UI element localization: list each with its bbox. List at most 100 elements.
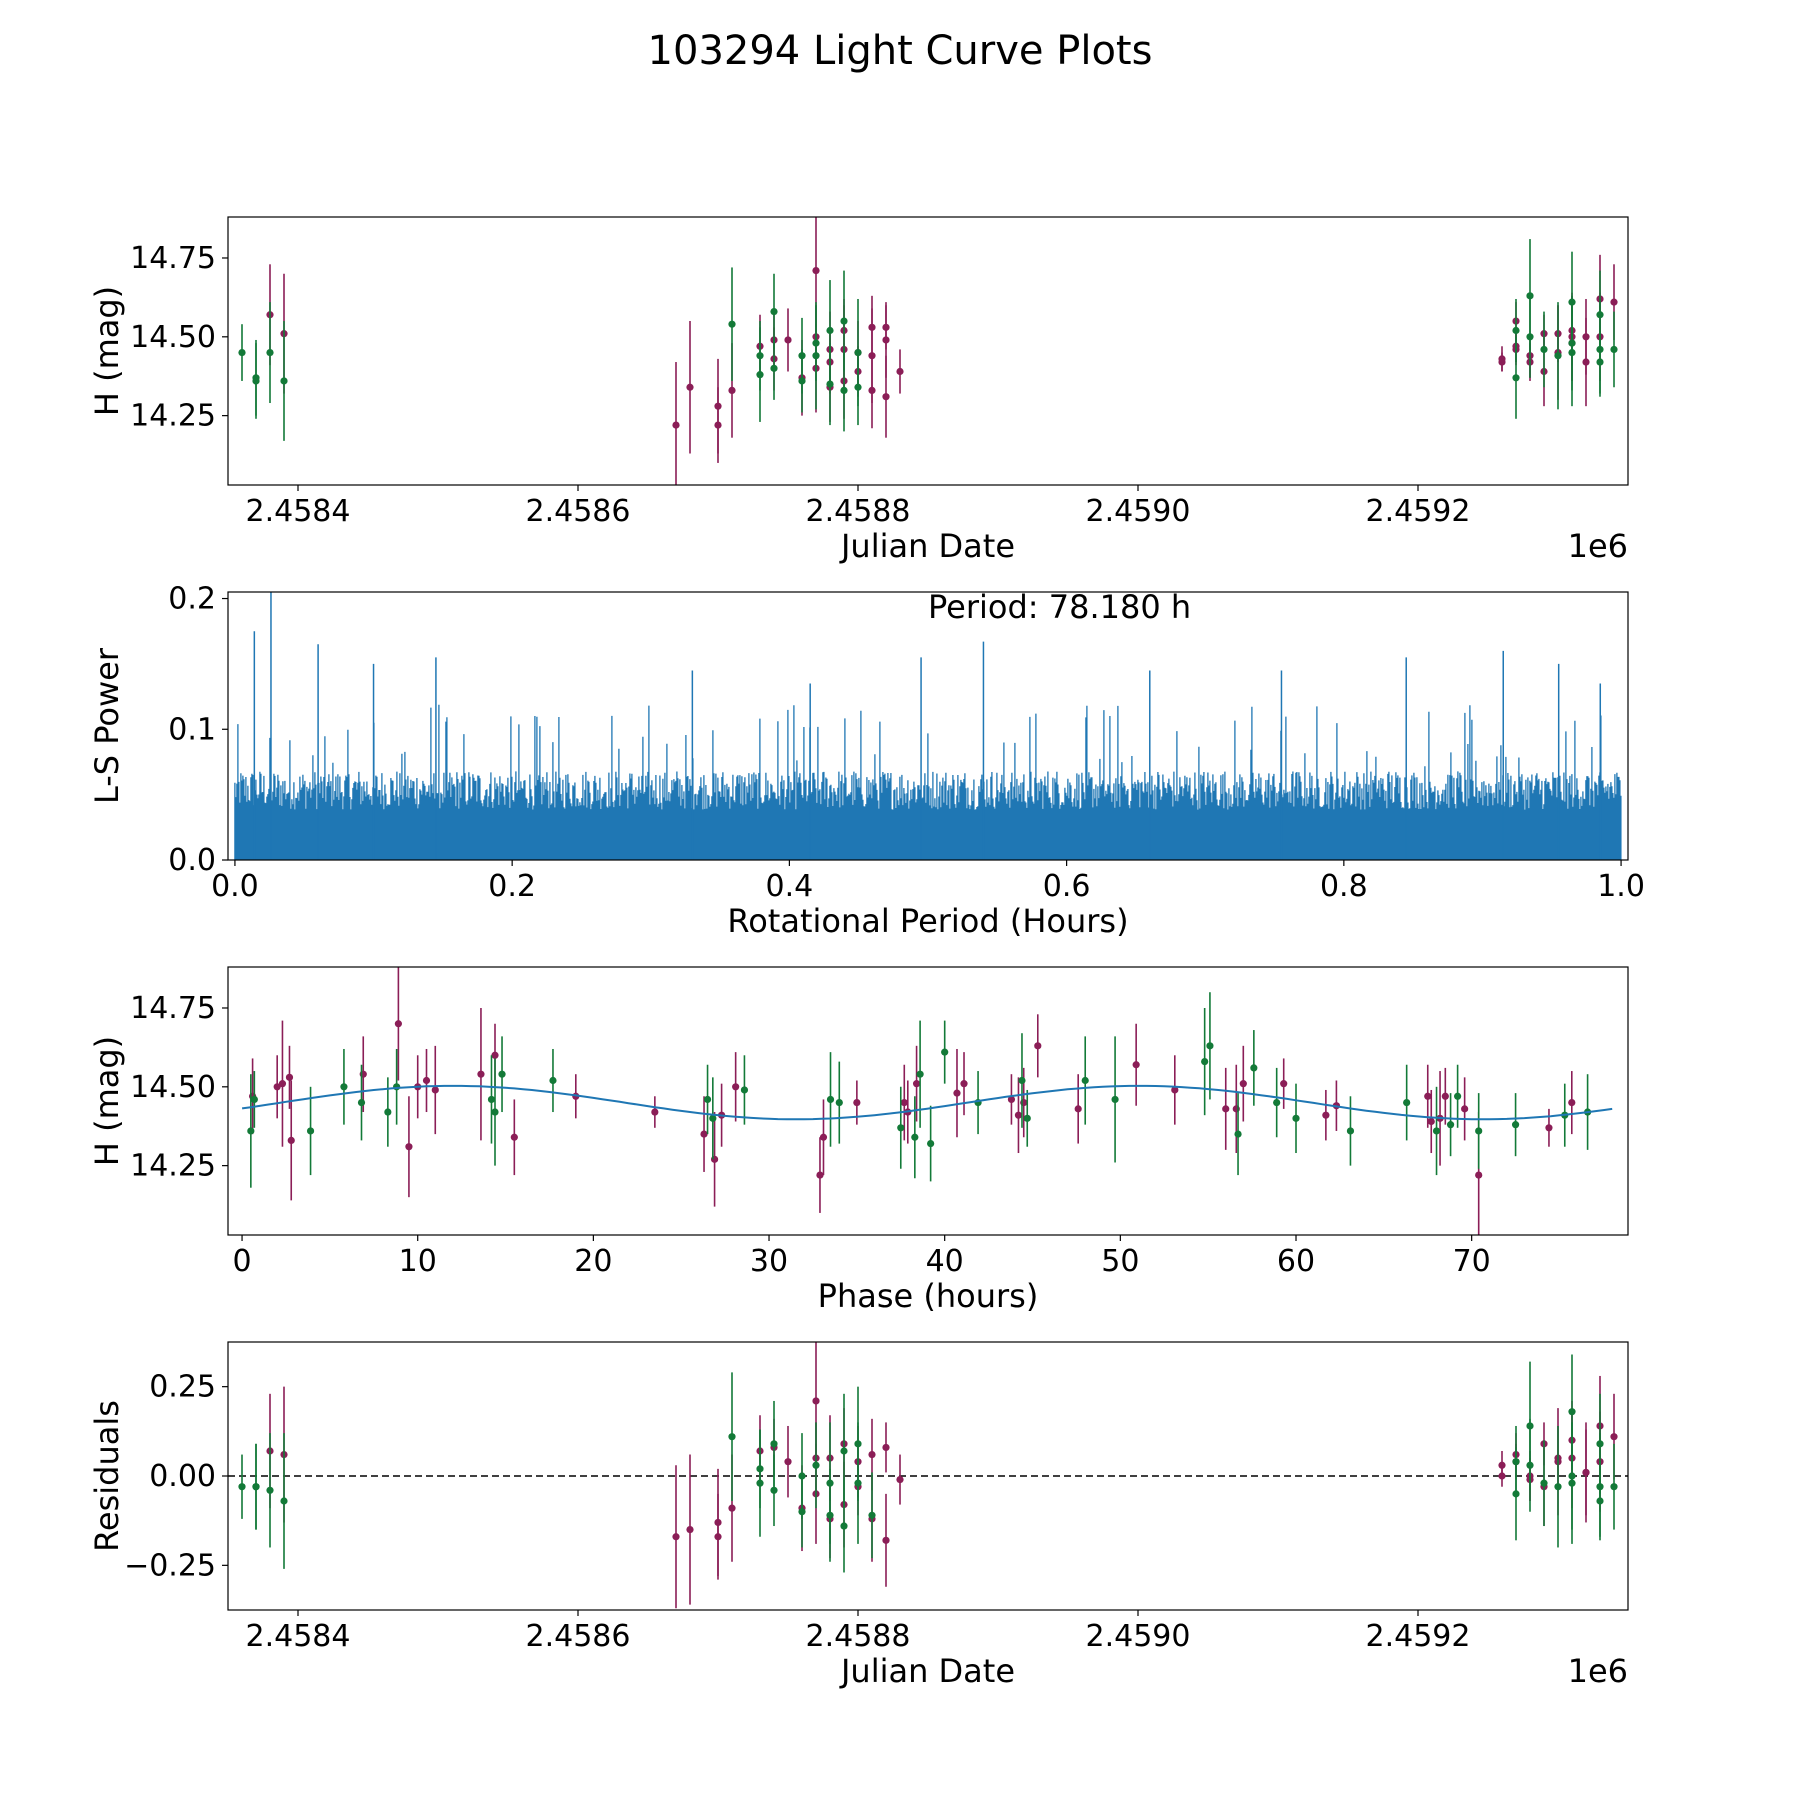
green-data-point: [487, 1095, 496, 1104]
green-data-point: [1475, 1127, 1483, 1135]
purple-data-point: [728, 386, 736, 395]
purple-data-point: [812, 267, 820, 275]
green-data-point: [491, 1108, 499, 1116]
x-axis-label: Rotational Period (Hours): [727, 902, 1128, 940]
green-data-point: [266, 1486, 274, 1494]
y-tick-label: 14.25: [130, 1149, 216, 1184]
x-offset-label: 1e6: [1568, 527, 1628, 565]
green-data-point: [709, 1114, 717, 1122]
green-data-point: [340, 1083, 348, 1091]
green-data-point: [897, 1124, 905, 1132]
purple-data-point: [1610, 1433, 1618, 1441]
purple-data-point: [1498, 1472, 1506, 1480]
y-tick-label: 14.75: [130, 241, 216, 276]
x-tick-label: 40: [926, 1244, 964, 1279]
green-data-point: [1234, 1130, 1242, 1138]
purple-data-point: [1427, 1117, 1435, 1126]
purple-data-point: [1222, 1105, 1230, 1113]
green-data-point: [1250, 1064, 1258, 1072]
y-tick-label: 14.50: [130, 1070, 216, 1105]
purple-data-point: [816, 1171, 824, 1179]
purple-data-point: [714, 402, 722, 410]
green-data-point: [1568, 1472, 1576, 1480]
y-tick-label: 14.75: [130, 991, 216, 1026]
green-data-point: [798, 1508, 806, 1516]
green-data-point: [1596, 311, 1604, 319]
purple-data-point: [960, 1080, 968, 1088]
green-data-point: [1540, 1479, 1548, 1487]
x-tick-label: 0.4: [766, 869, 814, 904]
green-data-point: [770, 364, 778, 372]
green-data-point: [1568, 1408, 1576, 1416]
green-data-point: [498, 1070, 506, 1078]
purple-data-point: [853, 1098, 861, 1107]
purple-data-point: [868, 1450, 876, 1459]
x-tick-label: 2.4588: [806, 494, 911, 529]
y-axis-label: H (mag): [88, 286, 126, 416]
purple-data-point: [477, 1070, 485, 1078]
purple-data-point: [1424, 1092, 1432, 1100]
y-tick-label: 0.25: [149, 1370, 216, 1405]
period-annotation: Period: 78.180 h: [928, 588, 1191, 626]
x-tick-label: 2.4584: [246, 494, 351, 529]
green-data-point: [941, 1048, 949, 1056]
purple-data-point: [1132, 1061, 1140, 1069]
green-data-point: [770, 307, 778, 316]
points-group: [238, 1342, 1618, 1609]
purple-data-point: [732, 1083, 740, 1091]
green-data-point: [812, 352, 820, 360]
green-data-point: [703, 1095, 712, 1104]
purple-data-point: [273, 1083, 281, 1091]
green-data-point: [1610, 345, 1618, 354]
x-tick-label: 2.4588: [806, 1619, 911, 1654]
green-data-point: [854, 1479, 862, 1487]
green-data-point: [1512, 326, 1520, 335]
purple-data-point: [812, 1397, 820, 1405]
x-tick-label: 50: [1101, 1244, 1139, 1279]
purple-data-point: [882, 323, 890, 331]
purple-data-point: [1014, 1111, 1023, 1119]
y-tick-label: −0.25: [124, 1548, 216, 1583]
y-tick-label: 14.25: [130, 399, 216, 434]
purple-data-point: [1498, 358, 1506, 366]
x-tick-label: 2.4584: [246, 1619, 351, 1654]
green-data-point: [393, 1083, 401, 1091]
purple-data-point: [394, 1020, 402, 1028]
green-data-point: [1403, 1098, 1411, 1107]
purple-data-point: [819, 1133, 828, 1141]
green-data-point: [1610, 1483, 1618, 1491]
x-tick-label: 0: [233, 1244, 252, 1279]
plot-frame: [227, 591, 1629, 861]
purple-data-point: [896, 367, 904, 376]
purple-data-point: [1074, 1105, 1082, 1113]
green-data-point: [1018, 1076, 1026, 1085]
purple-data-point: [1280, 1080, 1288, 1088]
x-tick-label: 2.4590: [1086, 1619, 1191, 1654]
x-tick-label: 30: [750, 1244, 788, 1279]
purple-data-point: [1441, 1092, 1449, 1100]
plot-frame: [227, 966, 1629, 1236]
y-tick-label: 0.00: [149, 1459, 216, 1494]
green-data-point: [250, 1095, 258, 1104]
purple-data-point: [700, 1130, 708, 1138]
green-data-point: [1206, 1042, 1214, 1050]
purple-data-point: [896, 1475, 904, 1484]
green-data-point: [840, 1522, 848, 1530]
purple-data-point: [278, 1080, 287, 1088]
periodogram-line: [234, 704, 1622, 860]
purple-data-point: [714, 1518, 722, 1527]
purple-data-point: [1239, 1080, 1247, 1088]
points-group: [238, 217, 1618, 485]
green-data-point: [1554, 1483, 1562, 1491]
purple-data-point: [728, 1504, 736, 1512]
green-data-point: [1568, 339, 1576, 347]
green-data-point: [384, 1108, 392, 1116]
green-data-point: [1432, 1127, 1441, 1135]
x-tick-label: 0.2: [488, 869, 536, 904]
green-data-point: [1526, 1461, 1534, 1469]
y-tick-label: 0.2: [168, 582, 216, 617]
x-axis-label: Julian Date: [839, 527, 1015, 565]
purple-data-point: [431, 1086, 439, 1094]
x-tick-label: 10: [399, 1244, 437, 1279]
